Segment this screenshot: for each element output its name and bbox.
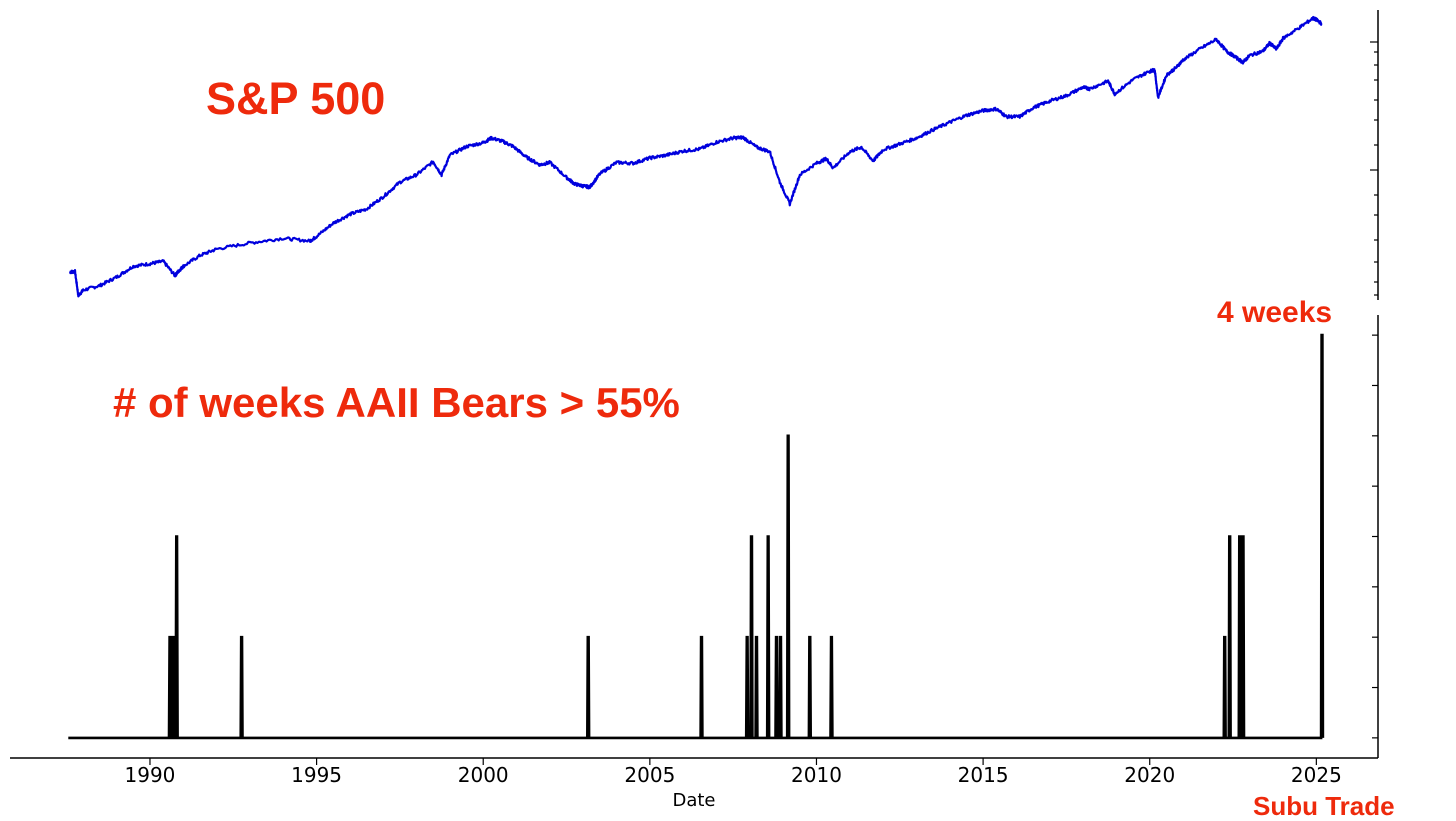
date-x-tick-label: 2015 (958, 763, 1009, 787)
date-x-tick-label: 1990 (125, 763, 176, 787)
sp500-line (69, 15, 1323, 298)
sp500-title: S&P 500 (206, 73, 385, 124)
x-axis-label: Date (672, 790, 715, 811)
date-x-tick-label: 2025 (1291, 763, 1342, 787)
annotation-4-weeks: 4 weeks (1217, 296, 1332, 329)
sp500-axis-ticks (1370, 41, 1378, 296)
date-x-tick-label: 2010 (791, 763, 842, 787)
date-x-tick-label: 2005 (624, 763, 675, 787)
date-x-ticks: 1990 1995 2000 2005 2010 2015 2020 2025 (125, 758, 1342, 787)
watermark: Subu Trade (1253, 791, 1395, 821)
bears-count-line (68, 333, 1325, 740)
date-x-tick-label: 2000 (458, 763, 509, 787)
sp500-panel: S&P 500 (69, 10, 1379, 300)
bears-y-ticks (1372, 334, 1378, 739)
bears-panel: 1990 1995 2000 2005 2010 2015 2020 2025 # of we… (10, 296, 1379, 811)
date-x-tick-label: 2020 (1124, 763, 1175, 787)
date-x-tick-label: 1995 (291, 763, 342, 787)
bears-title: # of weeks AAII Bears > 55% (113, 379, 680, 426)
